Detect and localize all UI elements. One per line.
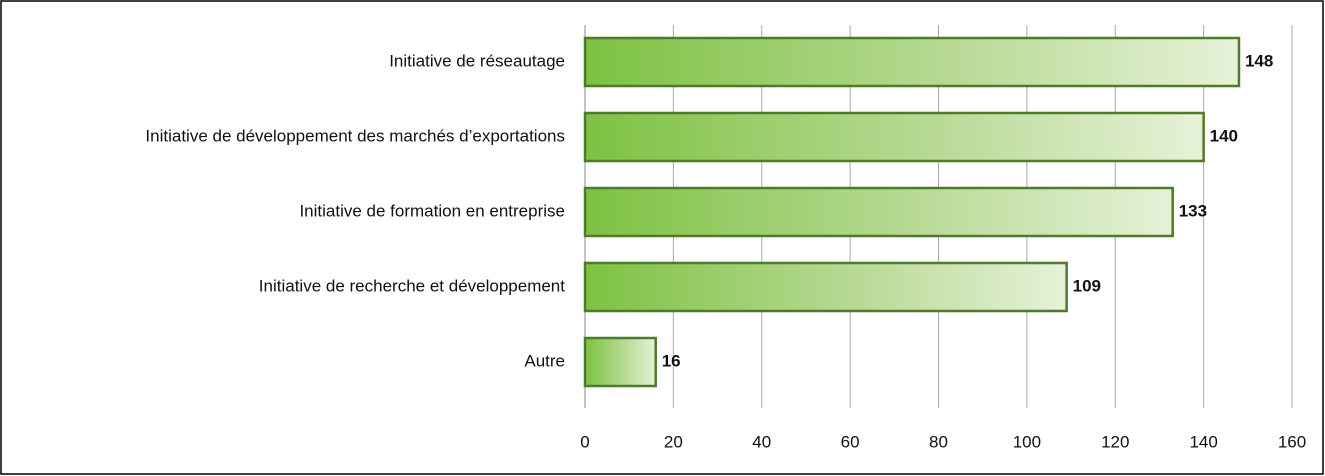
x-tick-label: 160	[1278, 432, 1306, 451]
bar	[583, 261, 1068, 313]
y-tick-label: Autre	[524, 351, 565, 370]
x-tick-label: 20	[664, 432, 683, 451]
x-tick-label: 120	[1101, 432, 1129, 451]
y-tick-label: Initiative de recherche et développement	[259, 276, 565, 295]
bar	[583, 336, 657, 388]
x-tick-label: 60	[841, 432, 860, 451]
bar	[583, 186, 1174, 238]
y-tick-label: Initiative de réseautage	[389, 51, 565, 70]
y-tick-label: Initiative de formation en entreprise	[299, 201, 565, 220]
value-label: 133	[1179, 201, 1207, 220]
value-label: 140	[1210, 126, 1238, 145]
x-tick-label: 0	[580, 432, 589, 451]
x-tick-label: 80	[929, 432, 948, 451]
value-label: 109	[1073, 276, 1101, 295]
value-label: 16	[662, 351, 681, 370]
x-tick-label: 140	[1189, 432, 1217, 451]
x-tick-label: 40	[752, 432, 771, 451]
x-tick-label: 100	[1013, 432, 1041, 451]
y-tick-label: Initiative de développement des marchés …	[145, 126, 565, 145]
bar	[583, 36, 1241, 88]
bar	[583, 111, 1205, 163]
value-label: 148	[1245, 51, 1273, 70]
